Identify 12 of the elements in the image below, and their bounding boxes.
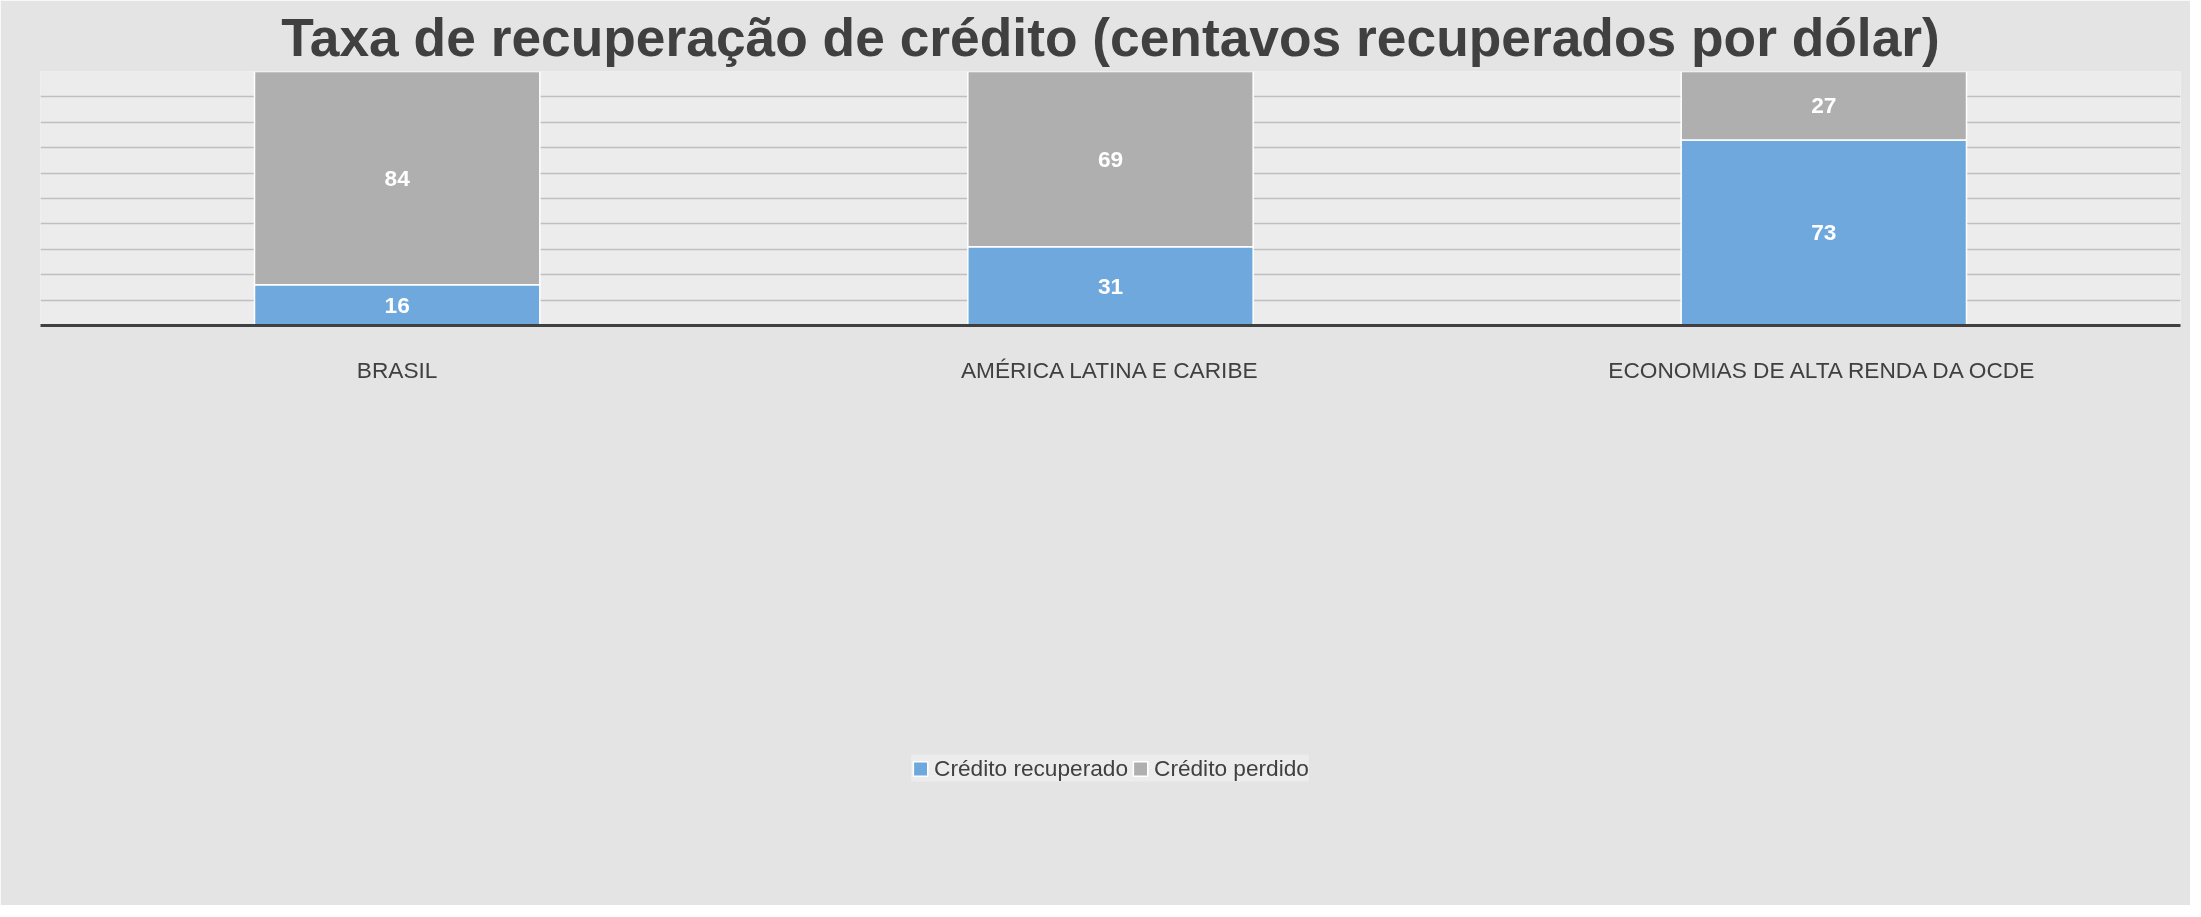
data-label: 16 — [384, 291, 410, 318]
data-label: 84 — [384, 164, 411, 191]
chart-title: Taxa de recuperação de crédito (centavos recuperados por dólar) — [281, 7, 1940, 67]
x-tick-label: AMÉRICA LATINA E CARIBE — [960, 356, 1258, 383]
data-label: 73 — [1811, 219, 1837, 246]
data-label: 31 — [1097, 272, 1124, 299]
legend-label: Crédito perdido — [1154, 754, 1309, 782]
x-tick-label: ECONOMIAS DE ALTA RENDA DA OCDE — [1608, 356, 2035, 383]
data-label: 27 — [1811, 92, 1837, 119]
x-tick-label: BRASIL — [356, 356, 438, 383]
legend-label: Crédito recuperado — [934, 754, 1129, 782]
data-label: 69 — [1097, 145, 1124, 172]
